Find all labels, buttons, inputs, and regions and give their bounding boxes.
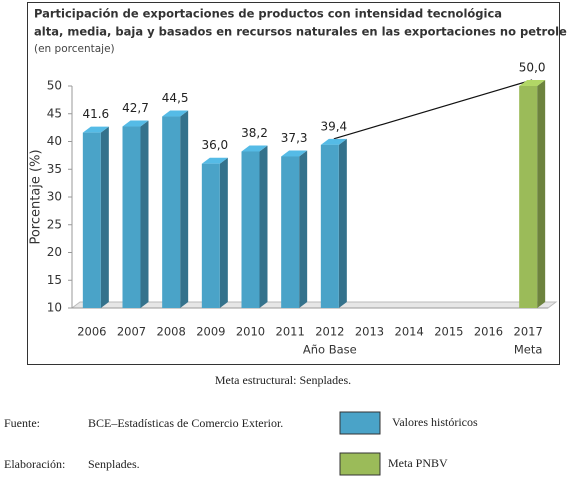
- x-tick-label: 2014: [395, 325, 424, 339]
- bar-top: [320, 138, 347, 145]
- x-tick-label: 2017: [514, 325, 543, 339]
- y-tick-label: 10: [47, 301, 62, 315]
- bar: [122, 126, 141, 308]
- goal-connector: [333, 79, 533, 140]
- category-note: Meta: [514, 343, 543, 357]
- bar-top: [162, 110, 189, 117]
- value-label: 41.6: [82, 107, 109, 121]
- y-tick-label: 35: [47, 162, 62, 176]
- value-label: 42,7: [122, 101, 149, 115]
- x-tick-label: 2015: [434, 325, 463, 339]
- x-tick-label: 2012: [315, 325, 344, 339]
- bar-side: [259, 145, 268, 308]
- bar: [519, 86, 538, 308]
- y-tick-label: 45: [47, 106, 62, 120]
- x-tick-label: 2007: [117, 325, 146, 339]
- y-axis-label: Porcentaje (%): [29, 149, 44, 244]
- prepared-label: Elaboración:: [4, 457, 65, 471]
- bar: [281, 156, 300, 308]
- bar-top: [122, 120, 149, 127]
- y-tick-label: 30: [47, 190, 62, 204]
- y-tick-label: 40: [47, 134, 62, 148]
- value-label: 39,4: [320, 119, 347, 133]
- bar-side: [338, 138, 347, 308]
- y-tick-label: 20: [47, 245, 62, 259]
- bar: [201, 163, 220, 308]
- legend-label: Meta PNBV: [388, 456, 448, 470]
- bar: [82, 132, 101, 308]
- value-label: 50,0: [519, 61, 546, 75]
- caption: Meta estructural: Senplades.: [215, 373, 351, 387]
- bar-top: [241, 145, 268, 152]
- source-text: BCE–Estadísticas de Comercio Exterior.: [88, 416, 283, 430]
- x-tick-label: 2006: [77, 325, 106, 339]
- bar-side: [100, 126, 109, 309]
- bar-side: [299, 150, 308, 308]
- bar-side: [219, 157, 228, 308]
- bar: [162, 116, 181, 309]
- value-label: 38,2: [241, 126, 268, 140]
- chart-title: alta, media, baja y basados en recursos …: [34, 25, 567, 39]
- x-tick-label: 2011: [276, 325, 305, 339]
- x-tick-label: 2013: [355, 325, 384, 339]
- x-tick-label: 2009: [196, 325, 225, 339]
- value-label: 44,5: [162, 91, 189, 105]
- bar-side: [180, 110, 189, 309]
- bar-top: [201, 157, 228, 164]
- category-note: Año Base: [303, 343, 357, 357]
- prepared-text: Senplades.: [88, 457, 140, 471]
- chart-title: Participación de exportaciones de produc…: [34, 7, 502, 21]
- y-tick-label: 50: [47, 79, 62, 93]
- value-label: 37,3: [281, 131, 308, 145]
- bar-top: [281, 150, 308, 157]
- bar-side: [537, 80, 546, 308]
- bar: [320, 144, 339, 308]
- source-label: Fuente:: [4, 416, 40, 430]
- y-tick-label: 15: [47, 273, 62, 287]
- legend-swatch: [339, 411, 381, 435]
- bar-top: [82, 126, 109, 133]
- x-tick-label: 2016: [474, 325, 503, 339]
- bar: [241, 151, 260, 308]
- bar-side: [140, 120, 149, 308]
- chart-subtitle: (en porcentaje): [34, 43, 115, 55]
- x-tick-label: 2010: [236, 325, 265, 339]
- x-tick-label: 2008: [157, 325, 186, 339]
- legend-swatch: [339, 452, 381, 476]
- bar-top: [519, 80, 546, 86]
- legend-label: Valores históricos: [392, 415, 478, 429]
- y-tick-label: 25: [47, 217, 62, 231]
- value-label: 36,0: [201, 138, 228, 152]
